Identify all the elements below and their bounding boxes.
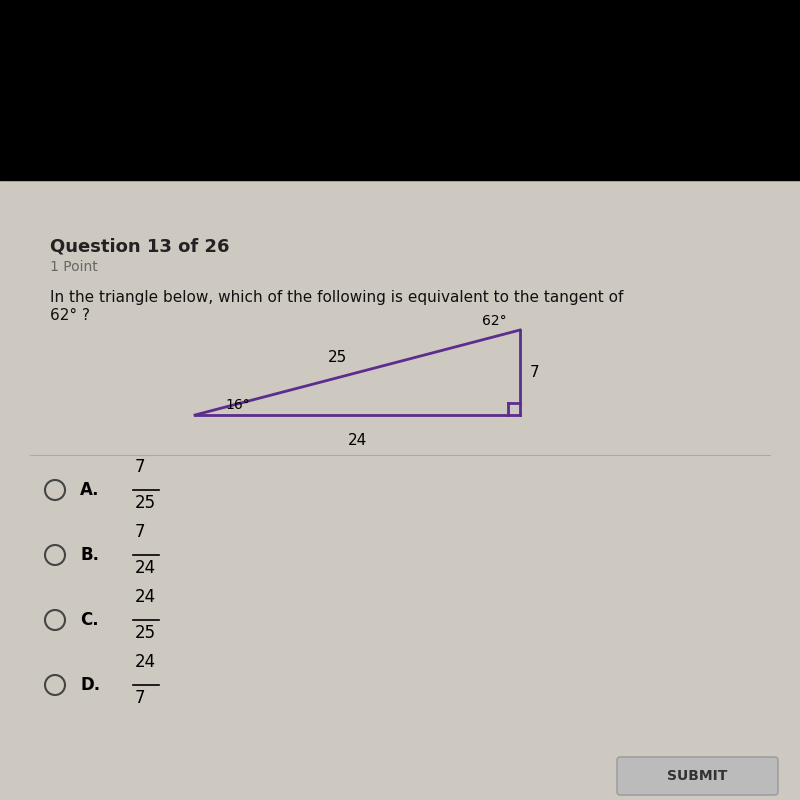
Text: 7: 7 — [530, 365, 540, 380]
Text: 7: 7 — [135, 689, 146, 707]
Text: 1 Point: 1 Point — [50, 260, 98, 274]
Text: 25: 25 — [328, 350, 347, 365]
Text: Question 13 of 26: Question 13 of 26 — [50, 238, 230, 256]
Text: B.: B. — [80, 546, 99, 564]
Text: 24: 24 — [135, 559, 156, 577]
Text: 25: 25 — [135, 494, 156, 512]
Text: SUBMIT: SUBMIT — [667, 769, 727, 783]
Text: 7: 7 — [135, 523, 146, 541]
Text: 24: 24 — [135, 653, 156, 671]
Text: 16°: 16° — [225, 398, 250, 412]
Text: D.: D. — [80, 676, 100, 694]
Text: A.: A. — [80, 481, 99, 499]
Text: 62°: 62° — [482, 314, 506, 328]
Text: 24: 24 — [135, 588, 156, 606]
Text: C.: C. — [80, 611, 98, 629]
Text: 62° ?: 62° ? — [50, 308, 90, 323]
Text: In the triangle below, which of the following is equivalent to the tangent of: In the triangle below, which of the foll… — [50, 290, 623, 305]
FancyBboxPatch shape — [617, 757, 778, 795]
Text: 7: 7 — [135, 458, 146, 476]
Text: 25: 25 — [135, 624, 156, 642]
Text: 24: 24 — [348, 433, 367, 448]
